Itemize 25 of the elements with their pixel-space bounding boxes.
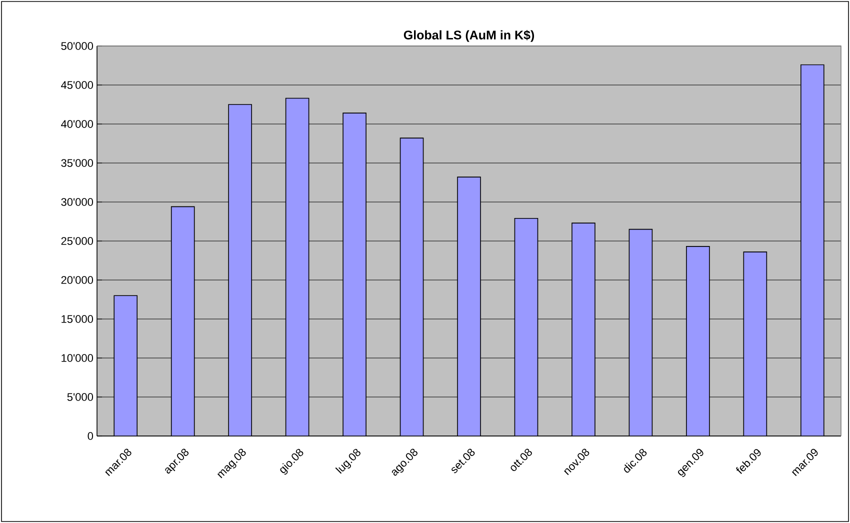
bar [343, 113, 366, 436]
bar [744, 252, 767, 436]
bar [228, 104, 252, 436]
bar [458, 177, 481, 436]
bar [114, 296, 138, 436]
bar [400, 138, 424, 436]
bar [800, 64, 824, 436]
bar [171, 206, 194, 436]
y-tick-label: 50'000 [61, 42, 94, 50]
y-tick-label: 30'000 [61, 198, 94, 206]
y-tick-label: 20'000 [61, 276, 94, 284]
bar [514, 218, 538, 436]
y-tick-label: 40'000 [61, 120, 94, 128]
y-tick-label: 25'000 [61, 237, 94, 245]
y-tick-label: 5'000 [67, 393, 94, 401]
chart-title: Global LS (AuM in K$) [404, 30, 534, 42]
y-tick-label: 10'000 [62, 354, 94, 362]
bar [572, 223, 595, 436]
y-tick-label: 35'000 [61, 159, 94, 167]
y-tick-label: 15'000 [62, 315, 94, 323]
y-tick-label: 45'000 [61, 81, 94, 89]
y-tick-label: 0 [88, 432, 94, 440]
bar [286, 98, 309, 436]
bar [686, 246, 710, 436]
bar [629, 229, 652, 436]
